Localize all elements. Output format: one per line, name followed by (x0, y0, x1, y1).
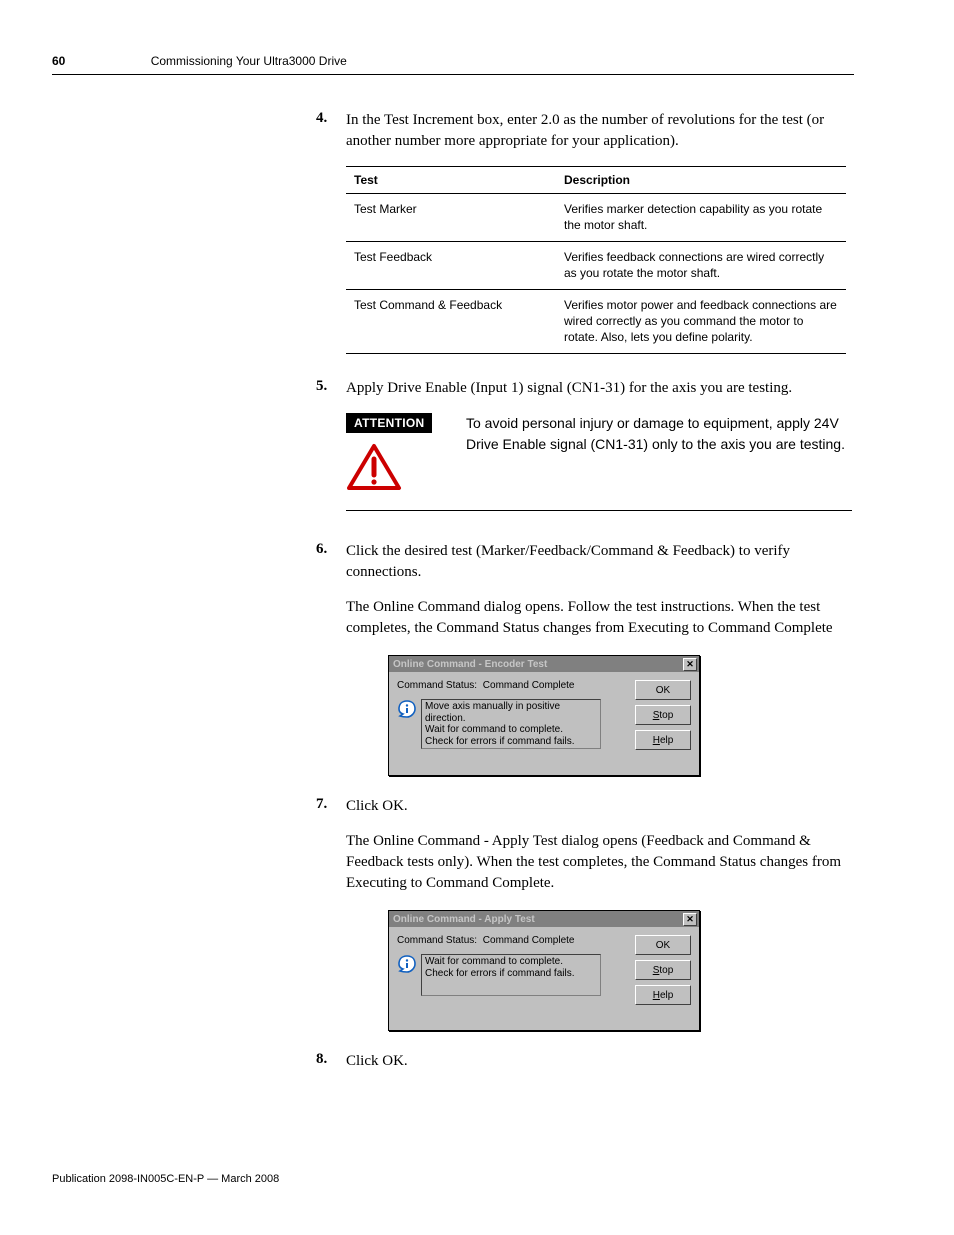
command-status-row: Command Status: Command Complete (397, 680, 625, 691)
message-row: Move axis manually in positive direction… (397, 699, 625, 749)
dialog-titlebar: Online Command - Encoder Test ✕ (389, 656, 699, 672)
help-button[interactable]: Help (635, 730, 691, 750)
dialog-titlebar: Online Command - Apply Test ✕ (389, 911, 699, 927)
test-description-table: Test Description Test Marker Verifies ma… (346, 166, 846, 354)
status-label: Command Status: (397, 680, 479, 691)
page-header: 60 Commissioning Your Ultra3000 Drive (52, 54, 854, 75)
dialog-left-panel: Command Status: Command Complete (397, 680, 625, 755)
status-value: Command Complete (483, 935, 575, 946)
status-label: Command Status: (397, 935, 479, 946)
publication-footer: Publication 2098-IN005C-EN-P — March 200… (52, 1173, 279, 1185)
cell-desc: Verifies marker detection capability as … (556, 194, 846, 242)
dialog-button-column: OK Stop Help (635, 680, 691, 755)
command-status-row: Command Status: Command Complete (397, 935, 625, 946)
info-icon (397, 954, 419, 977)
table-row: Test Marker Verifies marker detection ca… (346, 194, 846, 242)
step-text: Click OK. (346, 796, 852, 817)
attention-label: ATTENTION (346, 413, 432, 433)
document-page: 60 Commissioning Your Ultra3000 Drive 4.… (0, 0, 954, 1235)
cell-desc: Verifies feedback connections are wired … (556, 242, 846, 290)
ok-button[interactable]: OK (635, 935, 691, 955)
step-8: 8. Click OK. (316, 1051, 852, 1072)
step-text: Click the desired test (Marker/Feedback/… (346, 541, 852, 583)
message-line: Wait for command to complete. (425, 956, 597, 968)
info-icon (397, 699, 419, 722)
dialog-title: Online Command - Apply Test (393, 914, 535, 925)
step-7-paragraph: The Online Command - Apply Test dialog o… (346, 831, 852, 894)
attention-text: To avoid personal injury or damage to eq… (454, 413, 852, 455)
step-6: 6. Click the desired test (Marker/Feedba… (316, 541, 852, 583)
ok-button-label: OK (656, 685, 670, 696)
step-4: 4. In the Test Increment box, enter 2.0 … (316, 110, 852, 152)
status-value: Command Complete (483, 680, 575, 691)
attention-callout: ATTENTION To avoid personal injury or da… (346, 413, 852, 511)
stop-button[interactable]: Stop (635, 960, 691, 980)
step-text: Click OK. (346, 1051, 852, 1072)
table-row: Test Feedback Verifies feedback connecti… (346, 242, 846, 290)
cell-test: Test Command & Feedback (346, 290, 556, 354)
online-command-apply-test-dialog: Online Command - Apply Test ✕ Command St… (388, 910, 700, 1031)
attention-left-col: ATTENTION (346, 413, 454, 496)
step-7: 7. Click OK. (316, 796, 852, 817)
table-header-description: Description (556, 167, 846, 194)
table-row: Test Command & Feedback Verifies motor p… (346, 290, 846, 354)
ok-button-label: OK (656, 940, 670, 951)
page-content: 4. In the Test Increment box, enter 2.0 … (316, 110, 852, 1086)
message-line: Move axis manually in positive direction… (425, 701, 597, 724)
step-number: 5. (316, 378, 346, 395)
page-number: 60 (52, 54, 65, 68)
ok-button[interactable]: OK (635, 680, 691, 700)
dialog-button-column: OK Stop Help (635, 935, 691, 1010)
cell-test: Test Marker (346, 194, 556, 242)
help-button[interactable]: Help (635, 985, 691, 1005)
message-box: Move axis manually in positive direction… (421, 699, 601, 749)
step-number: 4. (316, 110, 346, 127)
cell-test: Test Feedback (346, 242, 556, 290)
message-row: Wait for command to complete. Check for … (397, 954, 625, 996)
step-number: 7. (316, 796, 346, 813)
message-line: Wait for command to complete. (425, 724, 597, 736)
step-number: 6. (316, 541, 346, 558)
dialog-left-panel: Command Status: Command Complete (397, 935, 625, 1010)
chapter-title: Commissioning Your Ultra3000 Drive (151, 54, 347, 68)
step-6-paragraph: The Online Command dialog opens. Follow … (346, 597, 852, 639)
warning-triangle-icon (346, 443, 454, 496)
step-text: Apply Drive Enable (Input 1) signal (CN1… (346, 378, 852, 399)
close-icon[interactable]: ✕ (683, 658, 697, 671)
dialog-title: Online Command - Encoder Test (393, 659, 547, 670)
dialog-body: Command Status: Command Complete (389, 927, 699, 1030)
message-line: Check for errors if command fails. (425, 968, 597, 980)
message-line: Check for errors if command fails. (425, 736, 597, 748)
dialog-body: Command Status: Command Complete (389, 672, 699, 775)
cell-desc: Verifies motor power and feedback connec… (556, 290, 846, 354)
message-box: Wait for command to complete. Check for … (421, 954, 601, 996)
step-5: 5. Apply Drive Enable (Input 1) signal (… (316, 378, 852, 399)
stop-button[interactable]: Stop (635, 705, 691, 725)
online-command-encoder-test-dialog: Online Command - Encoder Test ✕ Command … (388, 655, 700, 776)
step-number: 8. (316, 1051, 346, 1068)
step-text: In the Test Increment box, enter 2.0 as … (346, 110, 852, 152)
close-icon[interactable]: ✕ (683, 913, 697, 926)
table-header-test: Test (346, 167, 556, 194)
